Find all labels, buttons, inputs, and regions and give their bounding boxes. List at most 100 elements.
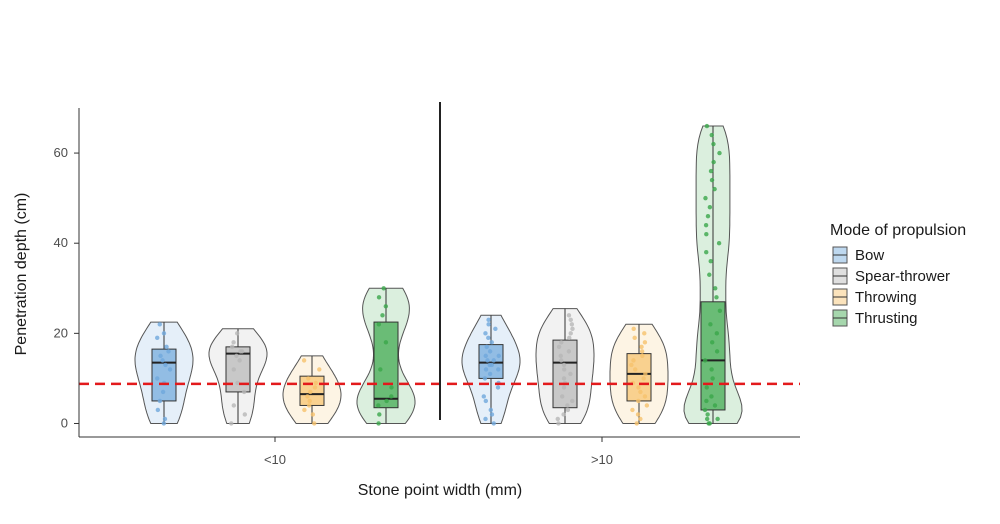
y-axis-title: Penetration depth (cm) — [13, 193, 30, 356]
data-point — [486, 335, 491, 341]
data-point — [568, 331, 573, 336]
data-point — [241, 389, 247, 395]
data-point — [158, 353, 163, 359]
data-point — [712, 403, 718, 408]
data-point — [487, 349, 493, 354]
data-point — [565, 407, 571, 413]
data-point — [568, 371, 573, 377]
data-point — [155, 335, 160, 341]
data-point — [633, 367, 638, 372]
data-point — [229, 344, 235, 350]
data-point — [491, 421, 496, 426]
data-point — [234, 353, 239, 359]
data-point — [317, 367, 322, 372]
data-point — [632, 335, 637, 341]
data-point — [313, 380, 318, 386]
axes: Penetration depth (cm) Stone point width… — [13, 108, 800, 499]
data-point — [162, 416, 168, 422]
data-point — [703, 195, 708, 201]
data-point — [570, 326, 575, 332]
data-point — [559, 340, 564, 345]
data-point — [301, 358, 307, 363]
data-point — [639, 344, 644, 350]
data-point — [483, 367, 489, 372]
data-point — [638, 389, 643, 395]
legend-label-thrusting: Thrusting — [855, 310, 918, 327]
data-point — [483, 353, 488, 359]
data-point — [640, 353, 645, 359]
data-point — [486, 322, 491, 327]
legend-label-throwing: Throwing — [855, 289, 917, 306]
data-point — [238, 349, 243, 354]
data-point — [709, 394, 714, 399]
data-point — [641, 376, 646, 381]
data-point — [481, 394, 487, 399]
data-point — [704, 231, 709, 237]
data-point — [160, 358, 165, 363]
data-point — [565, 403, 570, 408]
box-throwing — [626, 353, 652, 402]
data-point — [483, 416, 488, 422]
data-point — [712, 186, 717, 192]
data-point — [496, 353, 501, 359]
data-point — [566, 349, 572, 354]
data-point — [704, 123, 710, 129]
data-point — [707, 421, 712, 426]
data-point — [562, 367, 567, 372]
data-point — [307, 398, 312, 404]
data-point — [164, 344, 169, 350]
data-point — [561, 412, 566, 417]
data-point — [485, 358, 490, 363]
data-point — [707, 272, 712, 277]
data-point — [710, 340, 715, 345]
data-point — [708, 322, 713, 327]
data-point — [714, 295, 719, 300]
data-point — [629, 362, 634, 368]
data-point — [496, 367, 501, 372]
data-point — [483, 331, 488, 336]
data-point — [376, 421, 381, 426]
data-point — [704, 385, 709, 390]
data-point — [378, 367, 383, 372]
data-point — [161, 331, 167, 336]
data-point — [717, 308, 723, 314]
data-point — [376, 295, 382, 300]
data-point — [383, 340, 389, 345]
data-point — [231, 340, 236, 345]
box-thrusting — [373, 321, 399, 409]
data-point — [643, 371, 648, 377]
data-point — [489, 412, 495, 417]
data-point — [491, 358, 496, 363]
data-point — [716, 241, 722, 246]
data-point — [642, 394, 648, 399]
data-point — [310, 412, 316, 417]
data-point — [302, 407, 307, 413]
data-point — [489, 362, 495, 368]
data-point — [561, 385, 567, 390]
data-point — [570, 398, 575, 404]
data-point — [634, 421, 639, 426]
data-point — [231, 367, 236, 372]
data-point — [163, 362, 168, 368]
data-point — [704, 398, 709, 404]
data-point — [636, 398, 641, 404]
data-point — [559, 394, 565, 399]
data-point — [709, 177, 715, 183]
data-point — [569, 322, 575, 327]
data-point — [707, 204, 713, 210]
data-point — [566, 313, 572, 318]
data-point — [638, 416, 643, 422]
data-point — [635, 412, 641, 417]
legend-label-spear-thrower: Spear-thrower — [855, 268, 950, 285]
data-point — [561, 362, 567, 368]
legend: Mode of propulsion Bow Spear-thrower Throw… — [830, 222, 966, 327]
data-point — [561, 376, 567, 381]
data-point — [703, 222, 709, 228]
data-point — [389, 385, 394, 390]
data-point — [567, 335, 572, 341]
data-point — [493, 326, 498, 332]
data-point — [312, 421, 317, 426]
data-point — [556, 344, 562, 350]
data-point — [714, 331, 720, 336]
